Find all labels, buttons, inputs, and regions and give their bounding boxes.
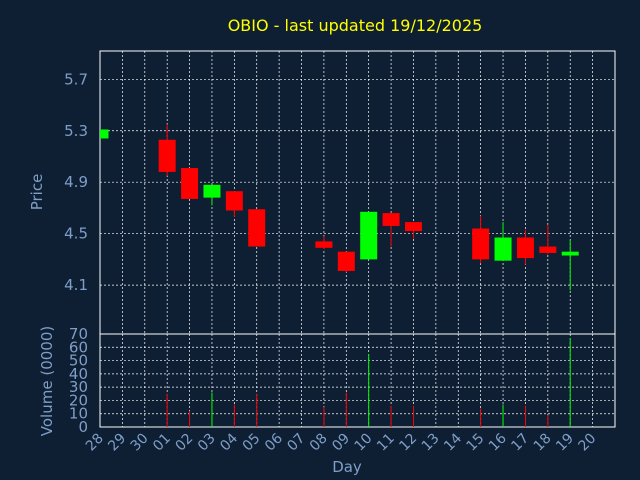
candle-body: [225, 191, 243, 211]
candle-body: [472, 228, 490, 260]
x-tick-label: 16: [486, 430, 510, 454]
volume-tick-label: 20: [69, 391, 88, 409]
x-tick-label: 07: [284, 431, 308, 455]
candle-body: [203, 184, 221, 198]
x-tick-label: 20: [576, 431, 600, 455]
x-tick-label: 01: [150, 431, 174, 455]
x-tick-label: 08: [307, 431, 331, 455]
price-tick-label: 5.7: [64, 70, 88, 88]
candle-body: [516, 237, 534, 259]
x-tick-label: 10: [352, 431, 376, 455]
chart-title: OBIO - last updated 19/12/2025: [228, 16, 483, 35]
candle-body: [315, 241, 333, 248]
candle-body: [561, 251, 579, 256]
candle-body: [494, 237, 512, 261]
volume-tick-label: 30: [69, 378, 88, 396]
x-tick-label: 29: [105, 431, 129, 455]
x-tick-label: 18: [531, 431, 555, 455]
candle-body: [100, 129, 109, 139]
x-tick-label: 05: [240, 431, 264, 455]
x-tick-label: 15: [464, 431, 488, 455]
candle-body: [337, 251, 355, 271]
x-tick-label: 06: [262, 430, 286, 454]
x-tick-label: 13: [419, 431, 443, 455]
volume-tick-label: 50: [69, 352, 88, 370]
volume-tick-label: 40: [69, 365, 88, 383]
price-tick-label: 4.1: [64, 276, 88, 294]
x-tick-label: 04: [217, 430, 241, 454]
volume-tick-label: 10: [69, 405, 88, 423]
candle-body: [158, 139, 176, 172]
volume-axis-label: Volume (0000): [38, 326, 56, 436]
x-tick-labels: 2829300102030405060708091011121314151617…: [83, 430, 600, 454]
x-tick-label: 02: [172, 431, 196, 455]
y-axis-label: Price: [28, 174, 46, 211]
price-tick-labels: 4.1 4.5 4.9 5.3 5.7: [64, 70, 88, 294]
x-tick-label: 11: [374, 431, 398, 455]
candle-body: [382, 213, 400, 226]
candle-body: [360, 211, 378, 260]
candle-body: [181, 168, 199, 199]
volume-plot-area: [99, 333, 616, 428]
x-tick-label: 17: [508, 431, 532, 455]
volume-tick-label: 0: [78, 418, 88, 436]
x-axis-label: Day: [332, 458, 362, 476]
x-tick-label: 12: [396, 431, 420, 455]
x-tick-label: 09: [329, 431, 353, 455]
x-tick-label: 03: [195, 431, 219, 455]
price-plot-area: [99, 50, 616, 335]
volume-bars: [166, 337, 571, 427]
candle-body: [248, 209, 266, 247]
x-tick-label: 19: [553, 431, 577, 455]
candle-body: [404, 222, 422, 232]
volume-tick-label: 60: [69, 338, 88, 356]
price-tick-label: 4.9: [64, 173, 88, 191]
volume-tick-label: 70: [69, 325, 88, 343]
candle-body: [539, 246, 557, 253]
price-tick-label: 5.3: [64, 122, 88, 140]
price-tick-label: 4.5: [64, 225, 88, 243]
candles: [100, 124, 579, 291]
x-tick-label: 30: [128, 431, 152, 455]
x-tick-label: 14: [441, 430, 465, 454]
